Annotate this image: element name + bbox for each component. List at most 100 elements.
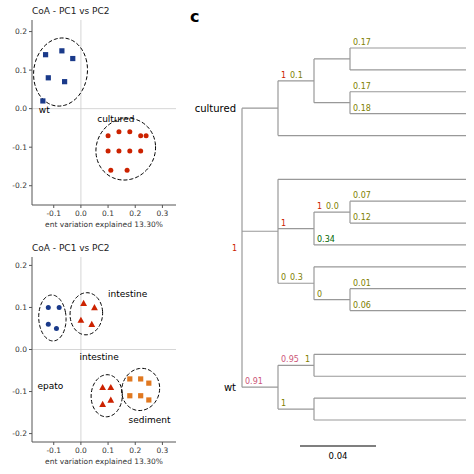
x-tick-label: 0.1: [102, 209, 114, 218]
branch: [278, 283, 314, 284]
point: [138, 133, 143, 138]
point: [146, 381, 151, 386]
y-tick: [29, 147, 32, 148]
x-tick: [162, 442, 163, 445]
point: [146, 397, 151, 402]
node-connector: [313, 212, 314, 245]
support-label: 0.95: [281, 355, 299, 364]
branch: [278, 365, 314, 366]
support-label: 0.18: [353, 104, 371, 113]
y-tick-label: 0.0: [15, 345, 27, 354]
x-tick-label: -0.1: [46, 446, 61, 455]
plot-area: [39, 293, 160, 417]
tree-branches: [242, 48, 466, 420]
leaf-branch: [350, 201, 466, 202]
annotation: intestine: [80, 352, 120, 362]
x-tick: [108, 442, 109, 445]
y-tick: [29, 185, 32, 186]
node-connector: [241, 108, 242, 387]
leaf-branch: [350, 113, 466, 114]
point: [70, 56, 75, 61]
group-ellipse: [34, 38, 88, 106]
branch: [314, 58, 350, 59]
point: [107, 384, 114, 390]
x-tick-label: 0.0: [75, 446, 87, 455]
point: [108, 168, 113, 173]
scale-label: 0.04: [329, 451, 348, 461]
point: [43, 52, 48, 57]
support-label: 1: [281, 71, 286, 80]
node-connector: [349, 92, 350, 114]
group-ellipse: [91, 375, 122, 417]
point: [116, 129, 121, 134]
point: [138, 393, 143, 398]
point: [144, 133, 149, 138]
x-tick: [80, 205, 81, 208]
support-label: 0.07: [353, 191, 371, 200]
figure: CoA - PC1 vs PC2 -0.1 0.0 0.1 0.2 0.3 -0.2 -0.1…: [0, 0, 474, 474]
support-label: 1: [281, 219, 286, 228]
x-tick-label: 0.3: [156, 209, 168, 218]
group-ellipse: [39, 295, 66, 341]
point: [99, 384, 106, 390]
leaf-branch: [350, 222, 466, 223]
node-connector: [349, 48, 350, 70]
x-axis-label: ent variation explained 13.30%: [45, 220, 163, 229]
leaf-branch: [314, 398, 466, 399]
point: [80, 300, 87, 306]
y-tick-label: 0.0: [15, 104, 27, 113]
support-label: 0.0: [326, 202, 339, 211]
y-tick-label: -0.2: [12, 181, 27, 190]
clade-name: cultured: [195, 103, 236, 114]
y-tick: [29, 307, 32, 308]
leaf-branch: [278, 135, 466, 136]
support-label: 0.12: [353, 213, 371, 222]
support-label: 0.17: [353, 82, 371, 91]
point: [40, 98, 45, 103]
leaf-branch: [350, 310, 466, 311]
node-connector: [313, 398, 314, 420]
support-label: 0.3: [290, 273, 303, 282]
branch: [242, 108, 278, 109]
leaf-branch: [350, 47, 466, 48]
point: [138, 149, 143, 154]
y-tick-label: 0.1: [15, 66, 27, 75]
annotation: sediment: [128, 415, 170, 425]
x-tick-label: 0.2: [129, 446, 141, 455]
branch: [278, 228, 314, 229]
scatter-panel: CoA - PC1 vs PC2-0.10.00.10.20.3-0.2-0.1…: [12, 6, 176, 229]
x-tick: [135, 442, 136, 445]
support-label: 0: [281, 273, 286, 282]
x-axis-label: ent variation explained 13.30%: [45, 457, 163, 466]
title: CoA - PC1 vs PC2: [32, 6, 110, 16]
scale-bar: [300, 445, 376, 446]
leaf-branch: [314, 376, 466, 377]
y-tick-label: -0.1: [12, 387, 27, 396]
y-tick: [29, 31, 32, 32]
point: [127, 393, 132, 398]
node-connector: [277, 81, 278, 136]
tree-panel: c1cultured10.10.170.170.18110.00.070.120…: [190, 7, 466, 461]
node-connector: [349, 289, 350, 311]
annotation: intestine: [108, 289, 148, 299]
leaf-branch: [350, 69, 466, 70]
support-label: 0: [317, 290, 322, 299]
y-axis-line: [32, 20, 33, 205]
node-connector: [277, 179, 278, 283]
leaf-branch: [314, 354, 466, 355]
branch: [314, 299, 350, 300]
annotation: epato: [37, 381, 63, 391]
annotation: wt: [39, 105, 50, 115]
x-tick: [162, 205, 163, 208]
x-tick-label: 0.0: [75, 209, 87, 218]
support-label: 0.01: [353, 279, 371, 288]
annotation: cultured: [97, 114, 134, 124]
point: [127, 376, 132, 381]
y-tick: [29, 349, 32, 350]
x-tick: [53, 442, 54, 445]
y-tick: [29, 391, 32, 392]
point: [91, 304, 98, 310]
scatter-panel: CoA - PC1 vs PC2-0.10.00.10.20.3-0.2-0.1…: [12, 243, 176, 466]
plot-area: [34, 38, 156, 180]
y-tick-label: 0.1: [15, 303, 27, 312]
